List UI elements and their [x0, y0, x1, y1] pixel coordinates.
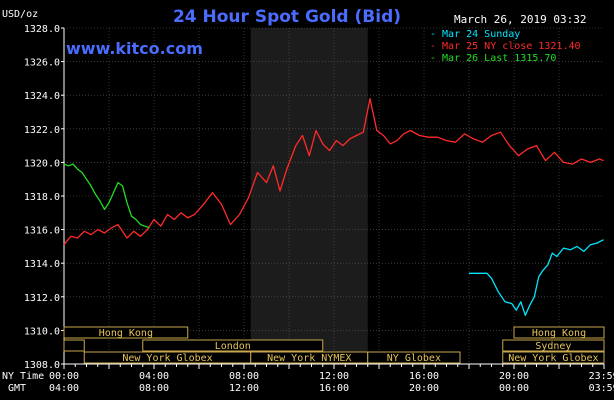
y-tick-label: 1308.0 [24, 360, 60, 371]
x-tick-label-gmt: 16:00 [319, 383, 349, 394]
session-band-box [502, 339, 605, 352]
session-band-label: New York Globex [508, 353, 598, 364]
y-tick-label: 1324.0 [24, 91, 60, 102]
session-band-box [142, 339, 324, 352]
legend-entry: - Mar 26 Last 1315.70 [430, 53, 556, 64]
x-tick-label-ny: 00:00 [49, 371, 79, 382]
session-band: London [142, 339, 324, 352]
x-row-label-gmt: GMT [8, 383, 26, 394]
x-tick-label-gmt: 12:00 [229, 383, 259, 394]
watermark: www.kitco.com [66, 39, 203, 58]
x-row-label-ny: NY Time [2, 371, 44, 382]
chart-title: 24 Hour Spot Gold (Bid) [173, 7, 401, 27]
session-band-box [367, 351, 461, 364]
session-band: NY Globex [367, 351, 461, 364]
date-label: March 26, 2019 03:32 [454, 13, 586, 26]
y-tick-label: 1318.0 [24, 192, 60, 203]
session-band [63, 339, 85, 352]
y-tick-label: 1314.0 [24, 259, 60, 270]
legend: - Mar 24 Sunday- Mar 25 NY close 1321.40… [430, 29, 581, 64]
session-band-label: London [215, 341, 251, 352]
y-tick-label: 1328.0 [24, 24, 60, 35]
x-tick-label-gmt: 00:00 [499, 383, 529, 394]
session-band-box [63, 339, 85, 352]
y-tick-label: 1322.0 [24, 125, 60, 136]
session-band: Hong Kong [513, 326, 605, 339]
x-tick-label-gmt: 04:00 [49, 383, 79, 394]
session-band: Hong Kong [63, 326, 189, 339]
x-tick-label-ny: 04:00 [139, 371, 169, 382]
series-line-1 [63, 97, 604, 246]
x-tick-label-ny: 20:00 [499, 371, 529, 382]
y-tick-label: 1320.0 [24, 158, 60, 169]
session-band: Sydney [502, 339, 605, 352]
y-tick-label: 1316.0 [24, 226, 60, 237]
legend-entry: - Mar 24 Sunday [430, 29, 520, 40]
session-band: New York Globex [502, 351, 605, 364]
x-tick-label-gmt: 08:00 [139, 383, 169, 394]
y-tick-label: 1326.0 [24, 58, 60, 69]
session-band-label: New York Globex [122, 353, 212, 364]
session-band-box [513, 326, 605, 339]
legend-entry: - Mar 25 NY close 1321.40 [430, 41, 581, 52]
session-band-label: Hong Kong [99, 328, 153, 339]
y-tick-label: 1312.0 [24, 293, 60, 304]
x-tick-label-gmt: 20:00 [409, 383, 439, 394]
session-band-label: New York NYMEX [267, 353, 351, 364]
x-tick-label-ny: 16:00 [409, 371, 439, 382]
x-tick-label-ny: 23:59 [589, 371, 614, 382]
unit-label: USD/oz [2, 9, 38, 20]
series-line-3 [469, 239, 604, 316]
series-line-2 [63, 163, 150, 229]
x-tick-label-ny: 08:00 [229, 371, 259, 382]
session-band-box [502, 351, 605, 364]
session-band-label: Hong Kong [532, 328, 586, 339]
session-band: New York NYMEX [250, 351, 369, 364]
session-band-label: NY Globex [387, 353, 441, 364]
session-band-label: Sydney [535, 341, 571, 352]
session-band: New York Globex [83, 351, 252, 364]
nymex-shade [250, 28, 368, 364]
x-tick-label-ny: 12:00 [319, 371, 349, 382]
x-tick-label-gmt: 03:59 [589, 383, 614, 394]
session-band-box [63, 326, 189, 339]
y-tick-label: 1310.0 [24, 326, 60, 337]
